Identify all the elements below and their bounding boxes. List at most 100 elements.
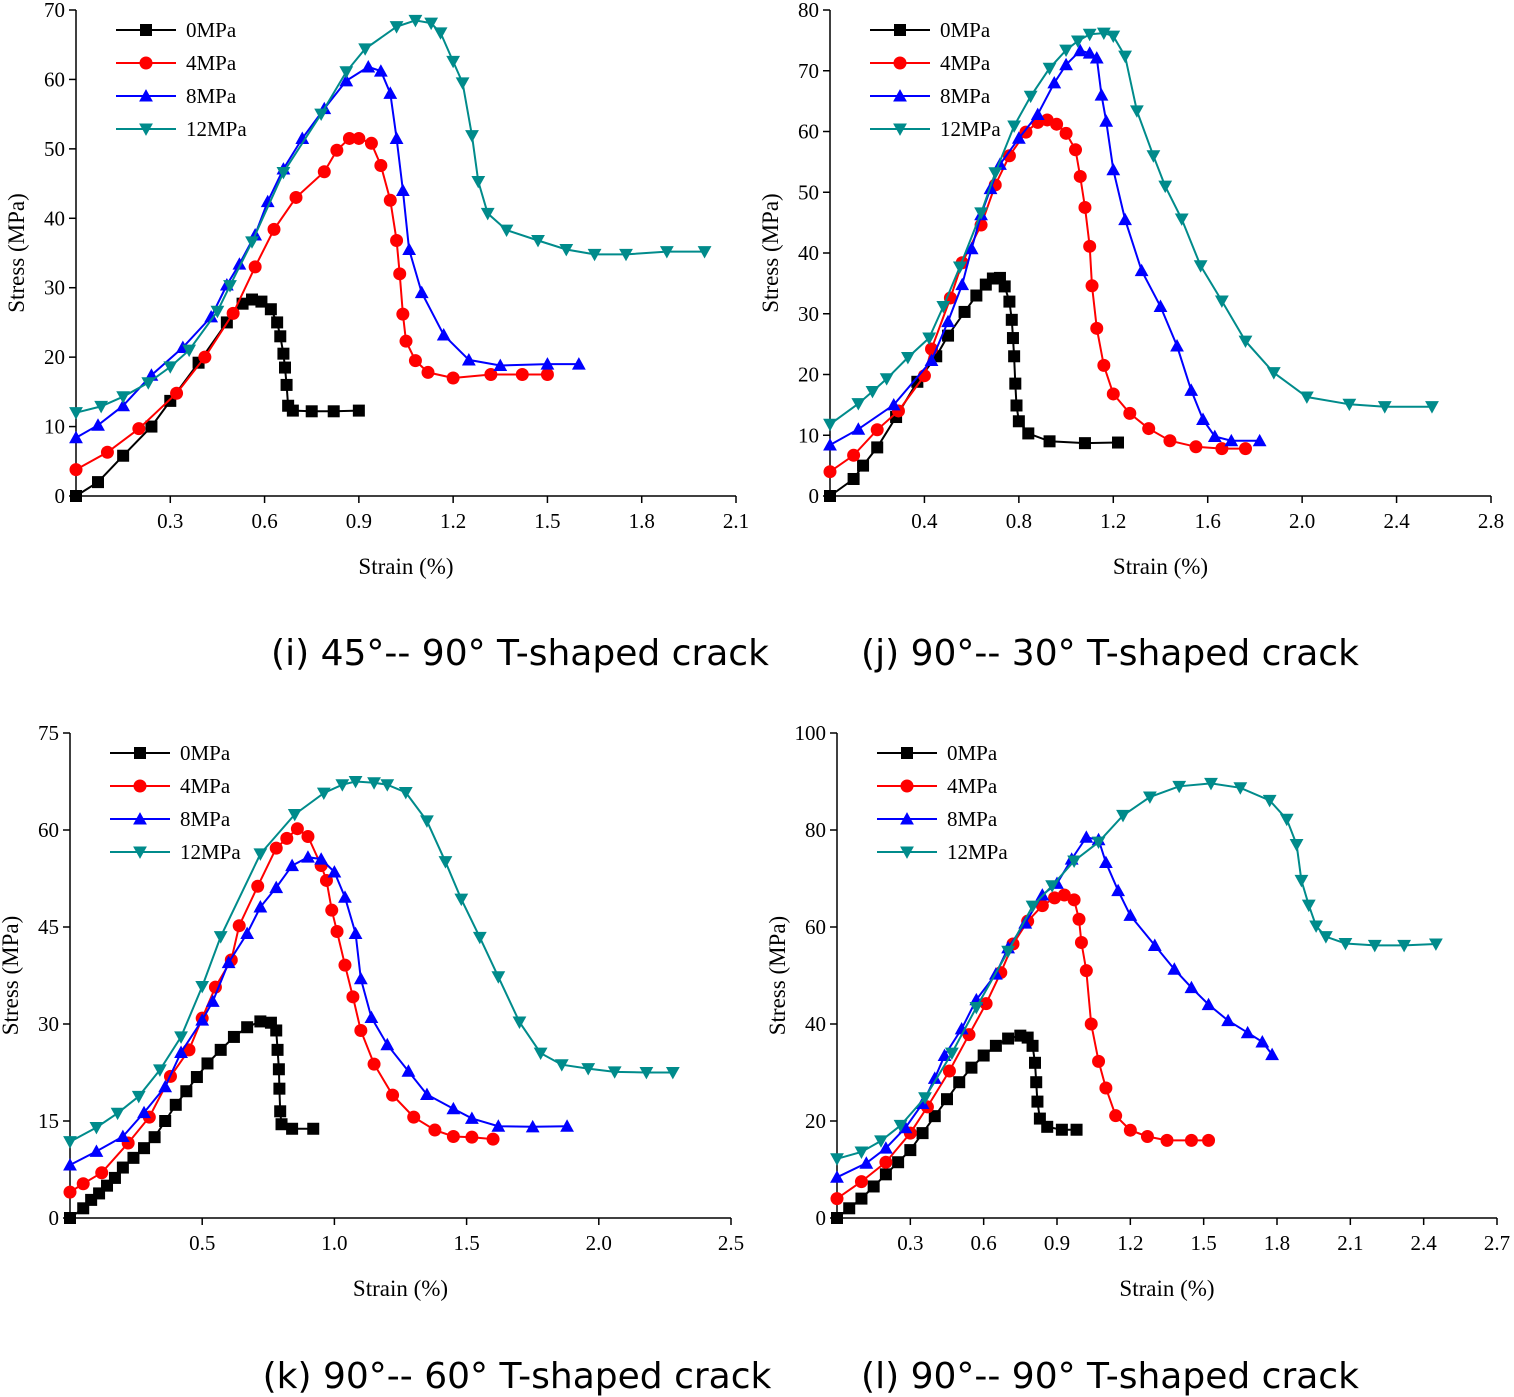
data-point <box>254 1015 267 1028</box>
data-point <box>314 852 329 865</box>
series-line <box>829 32 1432 426</box>
legend: 0MPa 4MPa 8MPa 12MPa <box>116 18 247 141</box>
data-point <box>264 303 277 316</box>
data-point <box>1255 1035 1270 1048</box>
data-point <box>851 398 866 411</box>
data-point <box>927 1071 942 1084</box>
data-point <box>918 1092 932 1105</box>
data-point <box>69 463 83 477</box>
data-point <box>1265 1047 1280 1061</box>
data-point <box>1042 62 1057 76</box>
data-point <box>1073 169 1087 183</box>
legend: 0MPa 4MPa 8MPa 12MPa <box>870 18 1001 141</box>
data-point <box>69 407 83 420</box>
data-point <box>210 305 225 319</box>
data-point <box>942 329 955 342</box>
data-point <box>1007 120 1022 133</box>
data-point <box>227 1030 240 1043</box>
legend-entry-label: 12MPa <box>947 840 1008 864</box>
data-point <box>1023 90 1038 104</box>
data-point <box>1129 105 1144 118</box>
data-point <box>201 1057 214 1070</box>
legend-entry-label: 8MPa <box>940 84 991 108</box>
data-point <box>352 404 365 417</box>
x-tick-label: 2.1 <box>723 509 749 533</box>
data-point <box>63 1185 77 1199</box>
panel-caption: (i) 45°-- 90° T-shaped crack <box>271 633 769 674</box>
data-point <box>353 971 368 985</box>
data-point <box>260 194 275 208</box>
data-point <box>1266 367 1281 380</box>
data-point <box>335 779 350 792</box>
data-point <box>63 1158 77 1171</box>
data-point <box>383 86 398 99</box>
x-axis-title: Strain (%) <box>358 554 453 579</box>
data-point <box>559 244 574 257</box>
data-point <box>269 841 283 855</box>
data-point <box>944 1047 959 1060</box>
data-point <box>531 234 545 248</box>
data-point <box>499 224 514 237</box>
data-point <box>69 430 83 444</box>
data-point <box>223 280 237 293</box>
data-point <box>1092 1054 1106 1068</box>
data-point <box>886 397 901 411</box>
data-point <box>275 1118 288 1131</box>
data-point <box>1072 912 1086 926</box>
data-point <box>1099 114 1114 127</box>
data-point <box>295 131 310 144</box>
data-point <box>316 787 331 801</box>
data-point <box>1074 936 1088 950</box>
y-tick-label: 10 <box>798 423 819 447</box>
data-point <box>865 385 880 399</box>
data-point <box>665 1066 680 1080</box>
series-line <box>75 137 548 471</box>
data-point <box>1238 335 1253 348</box>
y-tick-label: 40 <box>805 1012 826 1036</box>
data-point <box>63 1136 77 1149</box>
data-point <box>1123 406 1137 420</box>
y-axis-title: Stress (MPa) <box>765 916 790 1035</box>
legend-marker <box>893 123 907 136</box>
data-point <box>1184 383 1199 396</box>
data-point <box>1252 433 1267 447</box>
data-point <box>515 368 529 381</box>
data-point <box>91 418 105 431</box>
data-point <box>116 1161 129 1174</box>
data-point <box>232 919 246 933</box>
data-point <box>145 420 158 433</box>
data-point <box>1041 1120 1054 1133</box>
data-point <box>1116 809 1130 823</box>
x-axis-title: Strain (%) <box>1119 1276 1214 1301</box>
data-point <box>205 994 220 1007</box>
data-point <box>361 60 376 73</box>
data-point <box>389 131 404 144</box>
data-point <box>182 344 197 358</box>
data-point <box>917 369 931 383</box>
data-point <box>969 1001 984 1015</box>
series-8MPa <box>823 43 1267 451</box>
data-point <box>346 990 360 1004</box>
data-point <box>830 1170 844 1183</box>
data-point <box>348 775 363 789</box>
y-tick-label: 45 <box>38 915 59 939</box>
data-point <box>1057 888 1071 902</box>
data-point <box>141 377 156 390</box>
data-point <box>1090 321 1104 335</box>
data-point <box>269 880 284 894</box>
data-point <box>1045 880 1060 893</box>
data-point <box>823 418 837 432</box>
data-point <box>305 405 318 418</box>
data-point <box>823 438 837 451</box>
data-point <box>1030 1076 1043 1089</box>
data-point <box>364 1010 379 1024</box>
data-point <box>1174 213 1189 226</box>
data-point <box>115 1129 130 1143</box>
data-point <box>1012 415 1025 428</box>
chart-panel-3: 0 15 30 45 60 75 0.5 1.0 1.5 2.0 2.5 Strain (%) Stre… <box>0 721 772 1397</box>
data-point <box>472 931 487 945</box>
data-point <box>952 261 967 274</box>
data-point <box>1196 412 1210 425</box>
data-point <box>1083 239 1097 253</box>
data-point <box>420 815 434 828</box>
